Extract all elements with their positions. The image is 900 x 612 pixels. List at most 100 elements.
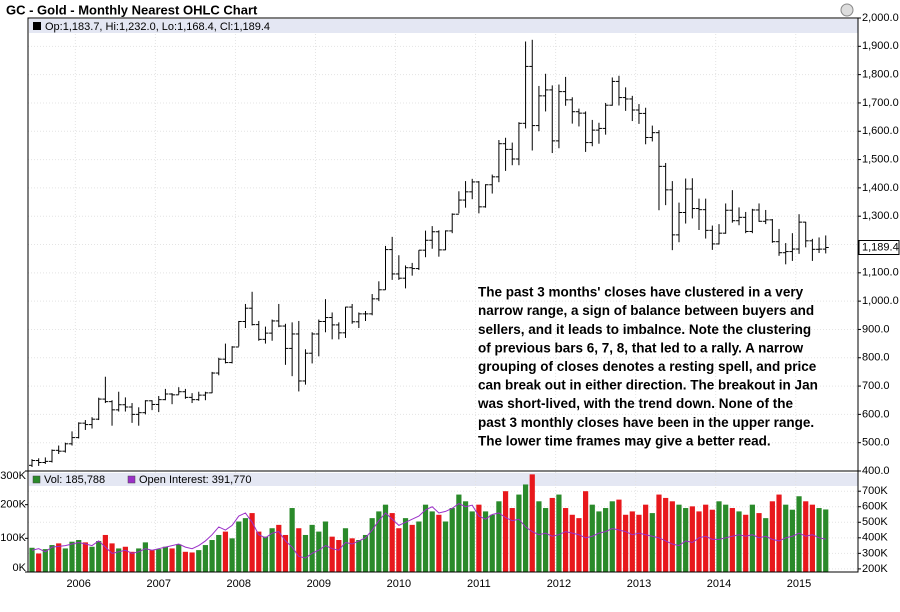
ohlc-bar (716, 224, 723, 245)
volume-bar (476, 504, 482, 572)
volume-bar (162, 546, 168, 572)
ohlc-bar (582, 111, 589, 152)
ohlc-bar (189, 393, 196, 404)
volume-bar (469, 511, 475, 572)
ohlc-bar (555, 84, 562, 149)
ohlc-bar (822, 235, 829, 254)
ohlc-bar (215, 357, 222, 376)
ohlc-bar (722, 203, 729, 234)
volume-bar (609, 501, 615, 572)
volume-bar (76, 540, 82, 572)
ohlc-bar (249, 291, 256, 326)
ohlc-bar (415, 249, 422, 270)
volume-bar (342, 528, 349, 572)
volume-bar (436, 514, 442, 572)
volume-bar (569, 514, 575, 572)
ohlc-bar (642, 107, 649, 145)
y-tick-label: 400.0 (862, 465, 890, 477)
ohlc-bar (629, 95, 636, 122)
ohlc-bar (509, 142, 516, 166)
ohlc-bar (182, 388, 189, 399)
volume-bar (789, 509, 795, 572)
volume-bar (422, 504, 429, 572)
ohlc-bar (702, 198, 709, 239)
ohlc-bar (575, 108, 582, 127)
volume-bar (536, 501, 542, 572)
legend-swatch (127, 475, 136, 484)
ohlc-bar (429, 226, 436, 249)
volume-bar (709, 509, 715, 572)
volume-bar (82, 542, 88, 572)
ohlc-bar (482, 184, 489, 208)
ohlc-bar (402, 265, 409, 289)
ohlc-bar (282, 323, 289, 365)
volume-bar (222, 531, 229, 572)
volume-bar (276, 524, 282, 572)
volume-bar (489, 514, 495, 572)
volume-bar (763, 518, 769, 572)
last-price-box (858, 240, 900, 256)
y-tick-label: 1,800.0 (862, 69, 899, 81)
volume-bar (216, 534, 222, 572)
y-tick-label: 1,900.0 (862, 40, 899, 52)
ohlc-bar (662, 162, 669, 206)
volume-bar (683, 508, 689, 572)
volume-bar (409, 524, 415, 572)
y-tick-label: 300K (0, 470, 26, 482)
volume-frame (27, 470, 859, 573)
volume-bar (296, 528, 302, 572)
y-tick-label: 500.0 (862, 437, 890, 449)
ohlc-bar (816, 237, 823, 253)
volume-bar (449, 508, 455, 572)
volume-bar (236, 521, 242, 572)
x-tick-label: 2014 (707, 578, 731, 590)
x-tick-label: 2008 (227, 578, 251, 590)
volume-bar (542, 508, 549, 572)
ohlc-bar (82, 420, 89, 430)
volume-bar (209, 540, 215, 572)
ohlc-bar (155, 395, 162, 413)
volume-bar (309, 524, 315, 572)
ohlc-bar (75, 422, 82, 439)
volume-bar (116, 548, 122, 572)
ohlc-bar (602, 102, 609, 135)
ohlc-bar (649, 125, 656, 142)
ohlc-bar (562, 76, 569, 106)
y2-tick-label: 200K (862, 563, 888, 575)
volume-bar (583, 491, 589, 572)
ohlc-bar (115, 391, 122, 412)
annotation: grouping of closes denotes a resting spe… (478, 359, 817, 374)
ohlc-bar (529, 39, 536, 151)
ohlc-bar (269, 319, 276, 341)
y-tick-label: 1,000.0 (862, 295, 899, 307)
annotation: The lower time frames may give a better … (478, 433, 771, 448)
y-tick-label: 1,300.0 (862, 210, 899, 222)
volume-bar (776, 494, 782, 572)
volume-bar (429, 511, 435, 572)
logo (840, 3, 854, 17)
ohlc-bar (242, 303, 249, 329)
ohlc-bar (635, 104, 642, 124)
volume-bar (202, 545, 209, 572)
y-tick-label: 1,700.0 (862, 97, 899, 109)
ohlc-bar (655, 130, 662, 211)
volume-bar (729, 508, 735, 572)
ohlc-bar (355, 312, 362, 329)
volume-bar (389, 513, 395, 572)
volume-bar (396, 528, 402, 572)
x-tick-label: 2011 (467, 578, 491, 590)
volume-bar (456, 494, 462, 572)
volume-bar (329, 536, 335, 572)
legend-swatch (32, 475, 41, 484)
y-tick-label: 100K (0, 532, 26, 544)
volume-bar (229, 538, 235, 572)
ohlc-bar (615, 75, 622, 106)
volume-bar (636, 514, 642, 572)
x-tick-label: 2006 (66, 578, 90, 590)
ohlc-bar (395, 255, 402, 280)
ohlc-bar (515, 122, 522, 166)
volume-bar (809, 504, 815, 572)
volume-bar (62, 548, 68, 572)
annotation: The past 3 months' closes have clustered… (478, 285, 804, 300)
volume-bar (482, 511, 489, 572)
